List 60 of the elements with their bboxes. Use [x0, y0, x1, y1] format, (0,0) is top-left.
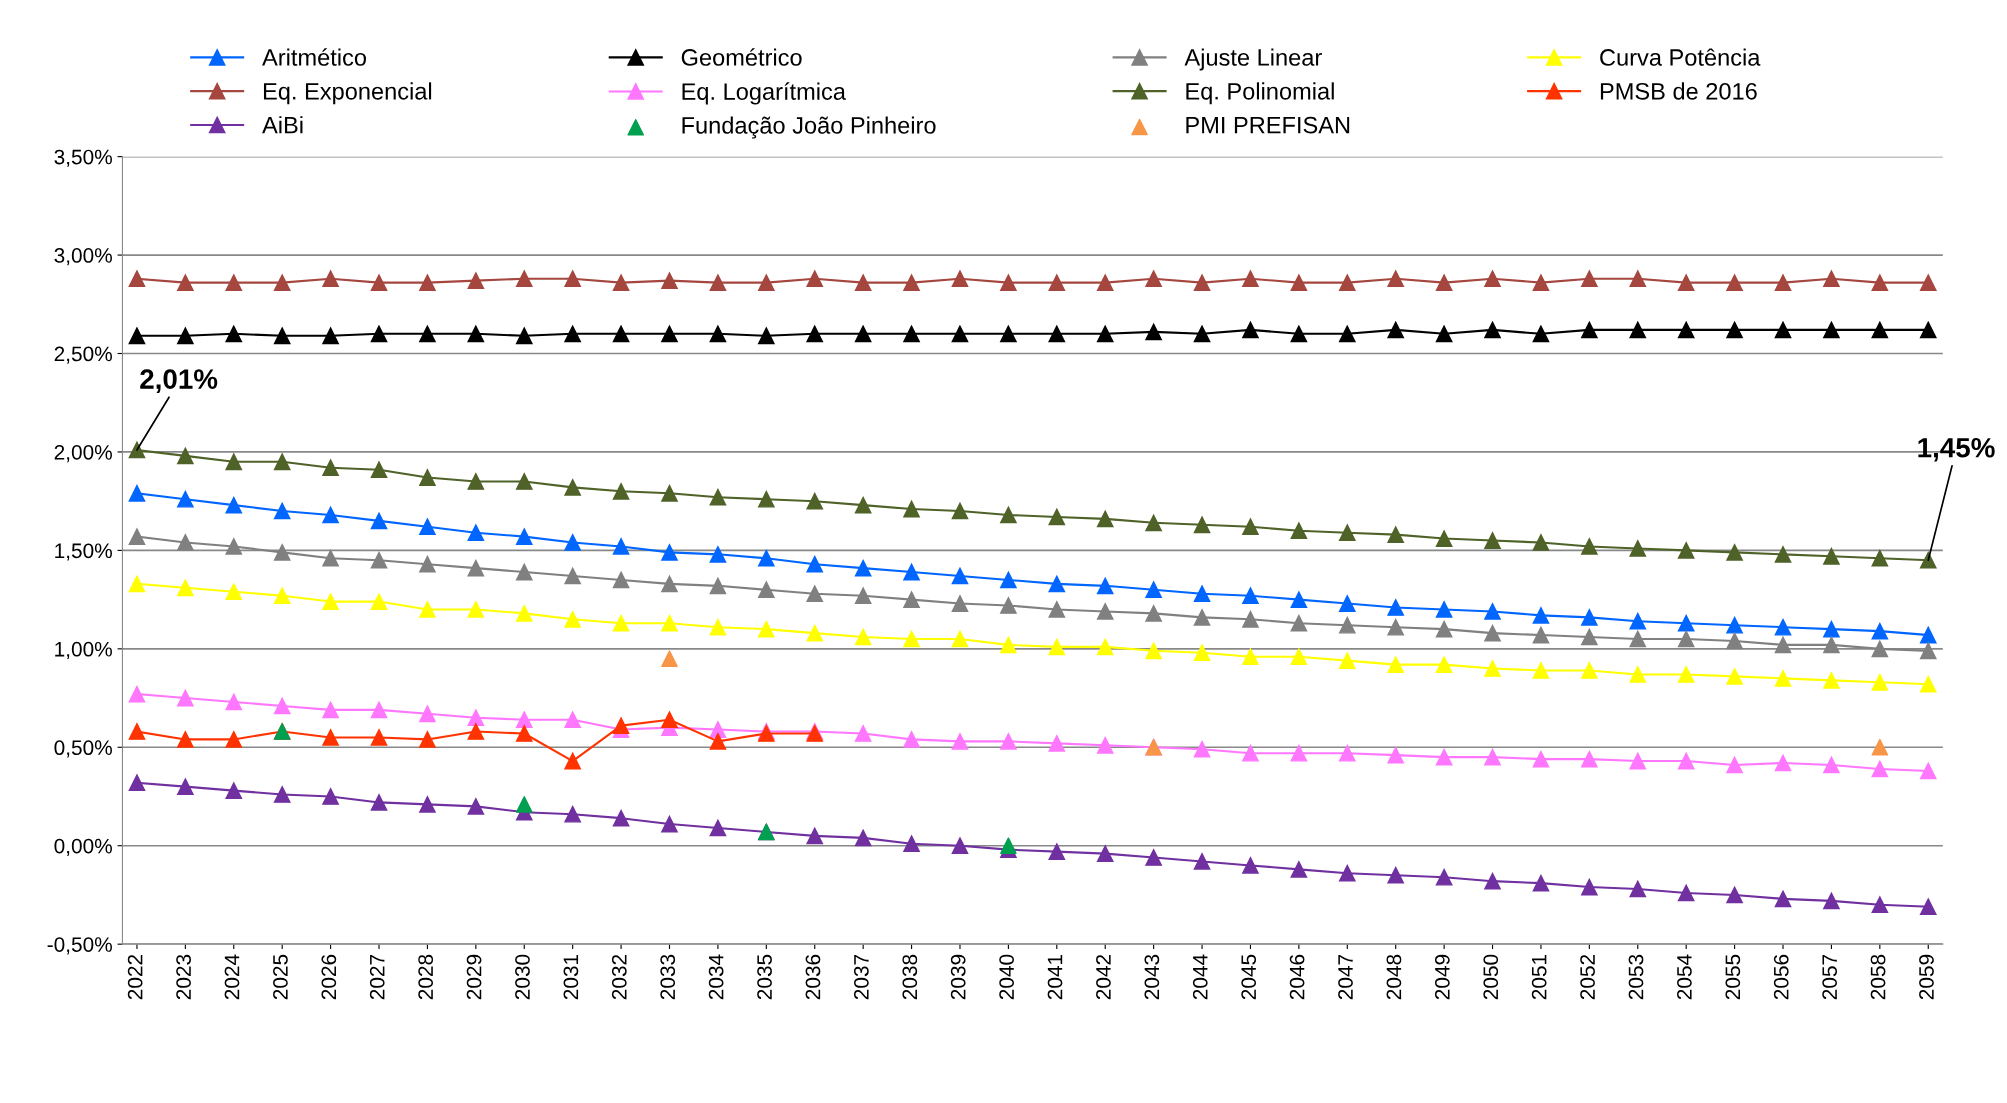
x-tick-label: 2048 [1386, 954, 1402, 1000]
x-tick-label: 2038 [902, 954, 918, 1000]
x-tick-label: 2022 [127, 954, 143, 1000]
x-tick-label: 2027 [369, 954, 385, 1000]
x-tick-label: 2053 [1628, 954, 1644, 1000]
x-tick-label: 2049 [1434, 954, 1450, 1000]
legend-label: AiBi [262, 116, 303, 134]
y-tick-label: 0,00% [54, 838, 112, 856]
y-tick-label: 0,50% [54, 740, 112, 758]
legend-label: Eq. Polinomial [1186, 82, 1334, 105]
x-tick-label: 2028 [418, 954, 434, 1000]
x-tick-label: 2036 [805, 954, 821, 1000]
x-tick-label: 2041 [1047, 954, 1063, 1000]
annotation: 2,01% [140, 369, 218, 393]
legend-label: Geométrico [681, 48, 802, 66]
legend-label: Curva Potência [1600, 48, 1761, 66]
y-tick-label: 2,50% [54, 346, 112, 364]
x-tick-label: 2030 [515, 954, 530, 1000]
x-tick-label: 2042 [1096, 954, 1111, 1000]
x-tick-label: 2054 [1677, 954, 1692, 1000]
x-tick-label: 2026 [321, 954, 337, 1000]
legend-label: Eq. Exponencial [263, 82, 432, 105]
y-tick-label: 1,00% [55, 641, 112, 660]
x-tick-label: 2052 [1580, 954, 1595, 1000]
x-tick-label: 2023 [176, 954, 191, 1000]
x-tick-label: 2056 [1773, 954, 1789, 1000]
x-tick-label: 2043 [1144, 954, 1160, 1000]
legend-label: PMSB de 2016 [1600, 82, 1757, 100]
x-tick-label: 2051 [1531, 954, 1547, 1000]
x-tick-label: 2035 [757, 954, 772, 1000]
y-tick-label: -0,50% [47, 937, 112, 955]
legend-label: Fundação João Pinheiro [682, 116, 936, 139]
x-tick-label: 2039 [950, 954, 966, 1000]
legend-label: Eq. Logarítmica [682, 82, 846, 105]
x-tick-label: 2059 [1919, 954, 1934, 1000]
x-tick-label: 2045 [1241, 954, 1257, 1000]
x-tick-label: 2044 [1192, 954, 1208, 1000]
x-tick-label: 2034 [708, 954, 724, 1000]
x-tick-label: 2050 [1483, 954, 1499, 1000]
legend-label: PMI PREFISAN [1186, 116, 1350, 134]
x-tick-label: 2024 [224, 954, 240, 1000]
x-tick-label: 2032 [611, 954, 627, 1000]
x-tick-label: 2046 [1289, 954, 1305, 1000]
legend-label: Aritmético [262, 48, 367, 66]
x-tick-label: 2057 [1822, 954, 1838, 1000]
legend-label: Ajuste Linear [1184, 48, 1322, 71]
x-tick-label: 2029 [466, 954, 482, 1000]
x-tick-label: 2033 [660, 954, 676, 1000]
x-tick-label: 2037 [853, 954, 869, 1000]
y-tick-label: 3,00% [54, 248, 112, 266]
x-tick-label: 2058 [1870, 954, 1886, 1000]
annotation: 1,45% [1918, 437, 1995, 462]
x-tick-label: 2040 [999, 954, 1014, 1000]
x-tick-label: 2025 [273, 954, 288, 1000]
y-tick-label: 1,50% [55, 543, 112, 561]
x-tick-label: 2031 [563, 954, 579, 1000]
y-tick-label: 3,50% [54, 149, 112, 167]
y-tick-label: 2,00% [54, 444, 112, 463]
x-tick-label: 2047 [1338, 954, 1353, 1000]
x-tick-label: 2055 [1725, 954, 1741, 1000]
